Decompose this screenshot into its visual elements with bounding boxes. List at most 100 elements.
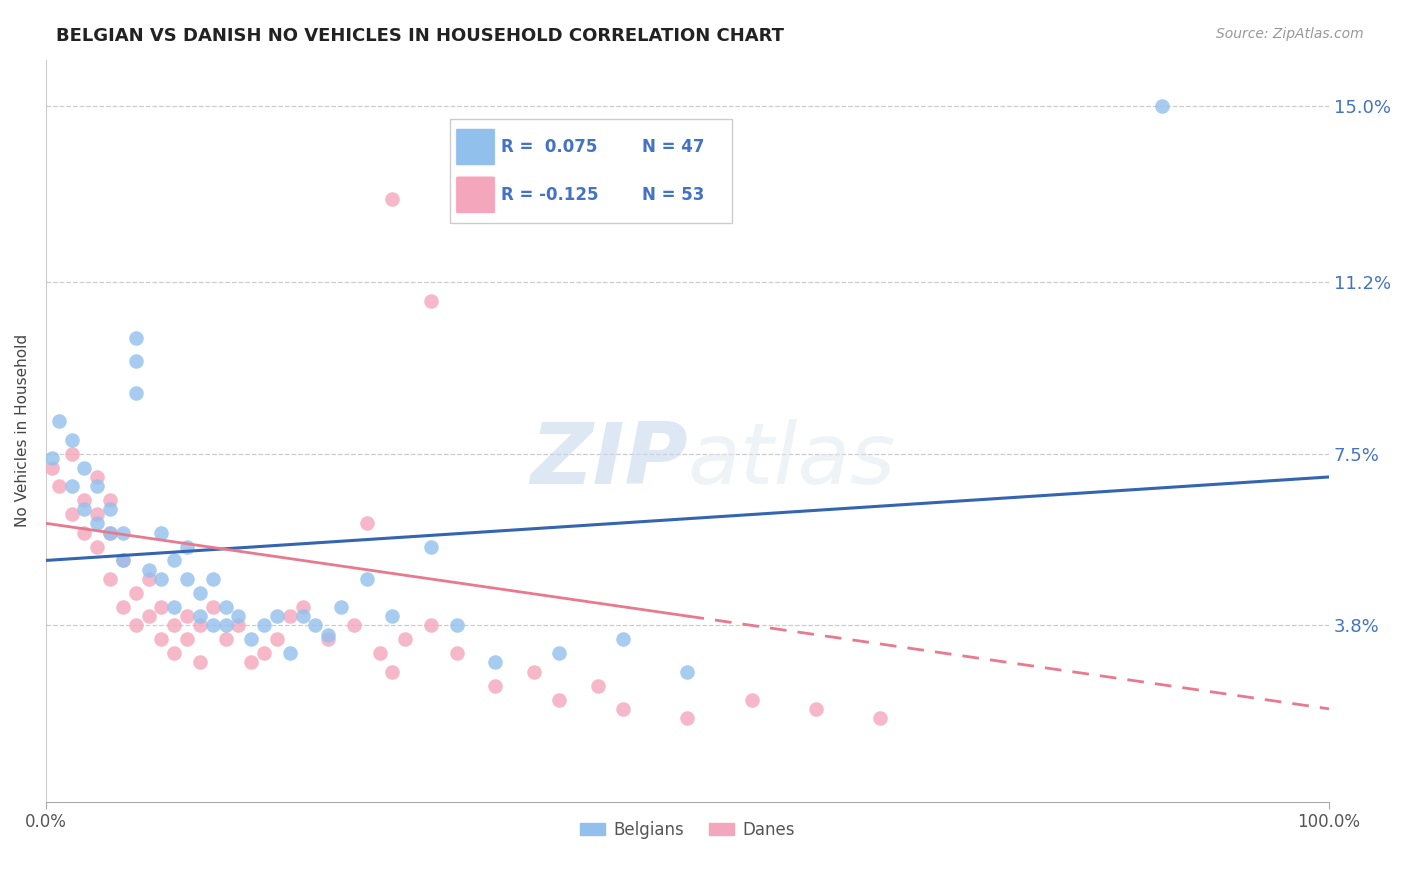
Legend: Belgians, Danes: Belgians, Danes bbox=[574, 814, 801, 846]
Point bbox=[86, 516, 108, 531]
Point bbox=[188, 586, 211, 600]
Point bbox=[201, 618, 224, 632]
Point bbox=[291, 609, 314, 624]
Point bbox=[548, 692, 571, 706]
Point bbox=[138, 609, 160, 624]
Point bbox=[343, 618, 366, 632]
Point bbox=[1152, 99, 1174, 113]
Point bbox=[98, 525, 121, 540]
Point bbox=[150, 572, 173, 586]
Point bbox=[125, 586, 148, 600]
Point bbox=[188, 609, 211, 624]
Point bbox=[138, 563, 160, 577]
Y-axis label: No Vehicles in Household: No Vehicles in Household bbox=[15, 334, 30, 527]
Point bbox=[253, 618, 276, 632]
Point bbox=[484, 679, 506, 693]
Point bbox=[381, 192, 404, 206]
Point bbox=[98, 493, 121, 508]
Point bbox=[201, 599, 224, 614]
Point bbox=[316, 627, 339, 641]
Point bbox=[201, 572, 224, 586]
Point bbox=[612, 632, 634, 647]
Point bbox=[111, 599, 134, 614]
Point bbox=[228, 609, 250, 624]
Point bbox=[741, 692, 763, 706]
Point bbox=[394, 632, 416, 647]
Point bbox=[111, 525, 134, 540]
Point bbox=[214, 599, 236, 614]
Point bbox=[804, 702, 827, 716]
Point bbox=[419, 618, 441, 632]
Point bbox=[676, 665, 699, 679]
Point bbox=[111, 553, 134, 567]
Point bbox=[86, 540, 108, 554]
Point bbox=[869, 711, 891, 725]
Point bbox=[125, 354, 148, 368]
Point bbox=[60, 433, 83, 447]
Point bbox=[98, 525, 121, 540]
Point bbox=[86, 479, 108, 493]
Point bbox=[676, 711, 699, 725]
Point bbox=[316, 632, 339, 647]
Point bbox=[446, 646, 468, 660]
Point bbox=[163, 553, 186, 567]
Point bbox=[381, 609, 404, 624]
Point bbox=[41, 460, 63, 475]
Point bbox=[98, 502, 121, 516]
Point bbox=[86, 470, 108, 484]
Point bbox=[150, 632, 173, 647]
Point bbox=[41, 451, 63, 466]
Point bbox=[163, 599, 186, 614]
Point bbox=[60, 447, 83, 461]
Point bbox=[240, 632, 263, 647]
Point bbox=[188, 656, 211, 670]
Point bbox=[214, 632, 236, 647]
Point bbox=[419, 540, 441, 554]
Point bbox=[278, 646, 301, 660]
Point bbox=[86, 507, 108, 521]
Point bbox=[253, 646, 276, 660]
Point bbox=[176, 632, 198, 647]
Point bbox=[188, 618, 211, 632]
Point bbox=[266, 609, 288, 624]
Point bbox=[419, 293, 441, 308]
Point bbox=[73, 525, 96, 540]
Point bbox=[111, 553, 134, 567]
Point bbox=[612, 702, 634, 716]
Point bbox=[356, 572, 378, 586]
Point bbox=[176, 540, 198, 554]
Point bbox=[176, 572, 198, 586]
Point bbox=[73, 502, 96, 516]
Point bbox=[73, 493, 96, 508]
Point bbox=[330, 599, 353, 614]
Text: ZIP: ZIP bbox=[530, 418, 688, 502]
Point bbox=[266, 632, 288, 647]
Point bbox=[356, 516, 378, 531]
Point bbox=[368, 646, 391, 660]
Point bbox=[586, 679, 609, 693]
Point bbox=[163, 646, 186, 660]
Point bbox=[214, 618, 236, 632]
Point bbox=[176, 609, 198, 624]
Point bbox=[150, 599, 173, 614]
Point bbox=[138, 572, 160, 586]
Point bbox=[291, 599, 314, 614]
Point bbox=[484, 656, 506, 670]
Point bbox=[48, 414, 70, 428]
Point bbox=[125, 331, 148, 345]
Point bbox=[446, 618, 468, 632]
Point bbox=[381, 665, 404, 679]
Text: Source: ZipAtlas.com: Source: ZipAtlas.com bbox=[1216, 27, 1364, 41]
Point bbox=[522, 665, 544, 679]
Text: atlas: atlas bbox=[688, 418, 896, 502]
Point bbox=[304, 618, 326, 632]
Point bbox=[48, 479, 70, 493]
Text: BELGIAN VS DANISH NO VEHICLES IN HOUSEHOLD CORRELATION CHART: BELGIAN VS DANISH NO VEHICLES IN HOUSEHO… bbox=[56, 27, 785, 45]
Point bbox=[60, 479, 83, 493]
Point bbox=[60, 507, 83, 521]
Point bbox=[240, 656, 263, 670]
Point bbox=[150, 525, 173, 540]
Point bbox=[125, 386, 148, 401]
Point bbox=[548, 646, 571, 660]
Point bbox=[73, 460, 96, 475]
